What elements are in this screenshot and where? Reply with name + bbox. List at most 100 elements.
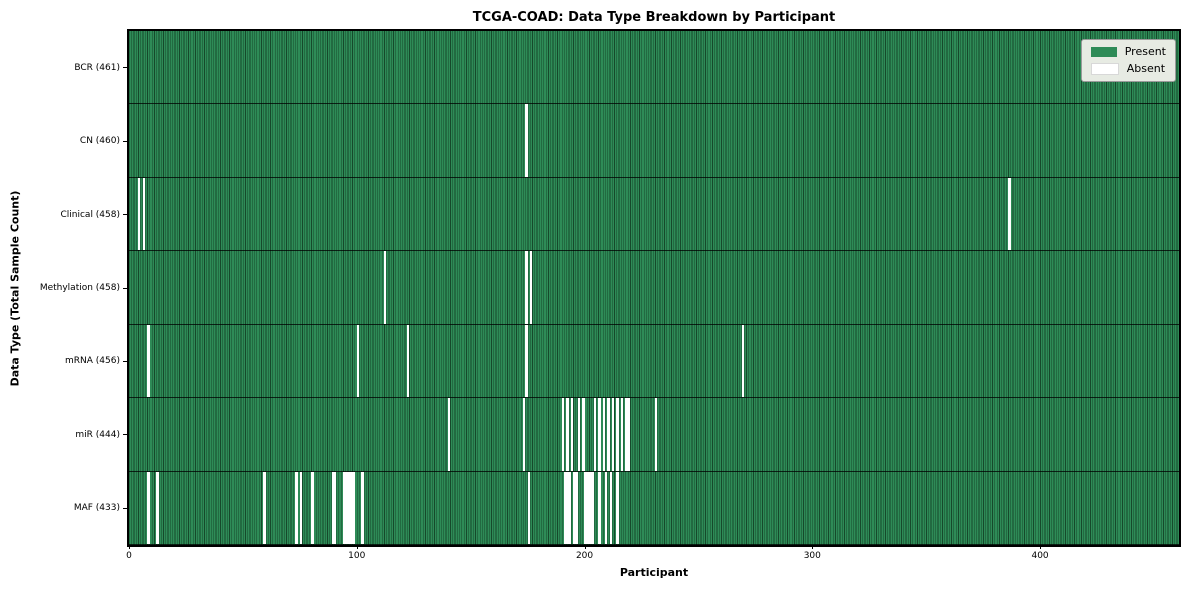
absent-gap xyxy=(138,177,141,251)
absent-gap xyxy=(563,471,567,544)
absent-gap xyxy=(525,251,528,324)
x-tick-label: 0 xyxy=(126,551,132,561)
absent-gap xyxy=(586,471,590,544)
absent-gap xyxy=(142,177,145,251)
present-swatch-icon xyxy=(1090,47,1117,57)
absent-gap xyxy=(573,471,576,544)
x-tick-mark xyxy=(812,545,814,549)
absent-gap xyxy=(527,471,530,544)
absent-gap xyxy=(570,398,574,471)
absent-gap xyxy=(591,471,594,544)
absent-gap xyxy=(345,471,348,544)
y-tick-mark xyxy=(123,214,127,216)
absent-gap xyxy=(582,398,585,471)
absent-gap xyxy=(566,471,569,544)
heatmap-row-methylation xyxy=(129,251,1179,325)
x-axis-label: Participant xyxy=(619,566,689,579)
absent-gap xyxy=(584,471,587,544)
absent-gap xyxy=(741,324,745,398)
absent-gap xyxy=(147,324,150,398)
absent-gap xyxy=(356,324,360,398)
y-tick-label: BCR (461) xyxy=(74,62,120,73)
absent-gap xyxy=(609,471,612,544)
absent-gap xyxy=(295,471,298,544)
absent-gap xyxy=(349,471,353,544)
legend-label-present: Present xyxy=(1124,45,1166,58)
absent-gap xyxy=(529,251,533,324)
legend-entry-absent: Absent xyxy=(1090,62,1166,75)
heatmap-row-mrna xyxy=(129,324,1179,399)
absent-gap xyxy=(347,471,350,544)
y-tick-label: Clinical (458) xyxy=(60,209,120,220)
absent-gap xyxy=(602,398,606,471)
absent-gap xyxy=(447,398,451,471)
y-tick-mark xyxy=(123,360,127,362)
plot-area: Present Absent xyxy=(127,29,1181,547)
heatmap-row-bcr xyxy=(129,31,1179,105)
x-tick-label: 400 xyxy=(1031,551,1049,561)
absent-gap xyxy=(566,398,569,471)
absent-gap xyxy=(311,471,314,544)
y-tick-mark xyxy=(123,67,127,69)
absent-gap xyxy=(625,398,628,471)
y-tick-mark xyxy=(123,140,127,142)
absent-gap xyxy=(577,398,581,471)
absent-gap xyxy=(604,471,608,544)
y-tick-label: MAF (433) xyxy=(73,503,120,514)
y-tick-mark xyxy=(123,434,127,436)
absent-gap xyxy=(525,104,528,177)
absent-gap xyxy=(593,398,596,471)
y-axis-label: Data Type (Total Sample Count) xyxy=(8,190,22,387)
legend: Present Absent xyxy=(1080,39,1176,82)
absent-gap xyxy=(1008,177,1011,251)
absent-gap xyxy=(299,471,303,544)
absent-gap xyxy=(406,324,410,398)
heatmap-row-mir xyxy=(129,398,1179,472)
absent-gap xyxy=(147,471,150,544)
absent-gap xyxy=(343,471,346,544)
absent-gap xyxy=(655,398,658,471)
legend-label-absent: Absent xyxy=(1126,62,1166,75)
absent-gap xyxy=(607,398,610,471)
y-tick-mark xyxy=(123,287,127,289)
absent-gap xyxy=(331,471,335,544)
absent-gap xyxy=(568,471,571,544)
x-tick-mark xyxy=(1040,545,1042,549)
heatmap-row-clinical xyxy=(129,177,1179,252)
absent-gap xyxy=(616,398,619,471)
y-tick-label: mRNA (456) xyxy=(65,356,120,367)
absent-gap xyxy=(352,471,355,544)
absent-gap xyxy=(263,471,266,544)
heatmap-row-maf xyxy=(129,471,1179,545)
absent-gap xyxy=(611,398,615,471)
absent-gap xyxy=(620,398,624,471)
y-tick-label: CN (460) xyxy=(79,136,120,147)
x-tick-mark xyxy=(356,545,358,549)
x-tick-mark xyxy=(129,545,130,549)
y-tick-label: Methylation (458) xyxy=(39,283,120,293)
x-tick-mark xyxy=(584,545,586,549)
legend-entry-present: Present xyxy=(1090,45,1166,58)
absent-swatch-icon xyxy=(1090,63,1119,75)
y-tick-label: miR (444) xyxy=(75,429,120,440)
absent-gap xyxy=(561,398,565,471)
y-tick-mark xyxy=(123,507,127,509)
heatmap-row-cn xyxy=(129,104,1179,178)
absent-gap xyxy=(589,471,592,544)
absent-gap xyxy=(575,471,578,544)
absent-gap xyxy=(384,251,387,324)
absent-gap xyxy=(525,324,528,398)
absent-gap xyxy=(616,471,619,544)
absent-gap xyxy=(627,398,631,471)
chart-title: TCGA-COAD: Data Type Breakdown by Partic… xyxy=(472,10,836,25)
x-tick-label: 100 xyxy=(348,551,366,561)
absent-gap xyxy=(156,471,159,544)
absent-gap xyxy=(598,398,601,471)
absent-gap xyxy=(598,471,601,544)
absent-gap xyxy=(361,471,364,544)
x-tick-label: 300 xyxy=(803,551,821,561)
absent-gap xyxy=(333,471,337,544)
absent-gap xyxy=(522,398,526,471)
x-tick-label: 200 xyxy=(575,551,594,561)
